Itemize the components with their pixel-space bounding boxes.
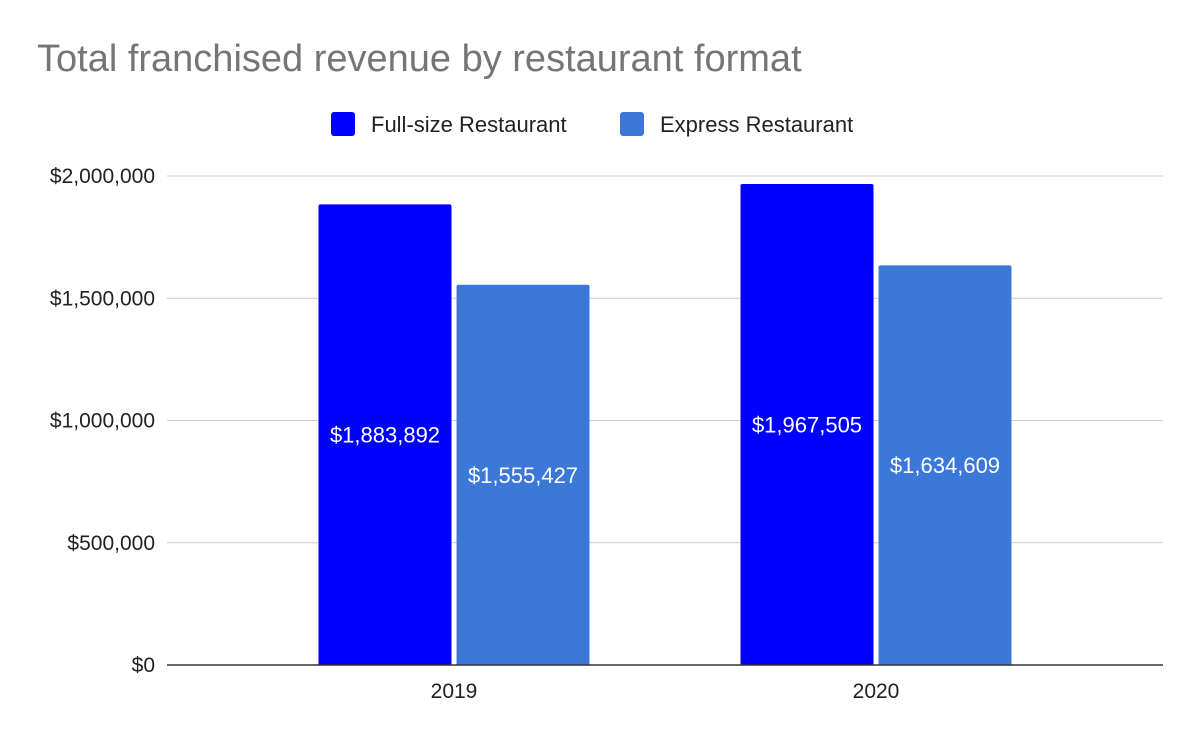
x-tick-label: 2020 <box>853 680 900 703</box>
x-tick-label: 2019 <box>431 680 478 703</box>
gridlines <box>167 175 1163 544</box>
data-label: $1,967,505 <box>752 412 862 437</box>
data-label: $1,883,892 <box>330 423 440 448</box>
x-axis-ticks: 2019 2020 <box>431 680 900 703</box>
bar-express-restaurant-2020 <box>878 265 1012 665</box>
bar-full-size-restaurant-2019 <box>318 204 452 665</box>
chart-title: Total franchised revenue by restaurant f… <box>37 38 802 80</box>
legend-swatch <box>620 112 644 136</box>
y-tick-label: $2,000,000 <box>50 165 155 188</box>
y-tick-label: $1,500,000 <box>50 287 155 310</box>
legend-label: Full-size Restaurant <box>371 112 567 137</box>
legend-label: Express Restaurant <box>660 112 853 137</box>
bar-express-restaurant-2019 <box>456 284 590 665</box>
legend-swatch <box>331 112 355 136</box>
bar-full-size-restaurant-2020 <box>740 183 874 666</box>
y-axis-ticks: $0 $500,000 $1,000,000 $1,500,000 $2,000,000 <box>50 165 155 677</box>
legend: Full-size Restaurant Express Restaurant <box>331 112 853 137</box>
bars: $1,883,892 $1,555,427 $1,967,505 $1,634,609 <box>318 183 1012 666</box>
data-label: $1,555,427 <box>468 463 578 488</box>
y-tick-label: $500,000 <box>67 532 155 555</box>
data-label: $1,634,609 <box>890 453 1000 478</box>
y-tick-label: $0 <box>132 654 155 677</box>
y-tick-label: $1,000,000 <box>50 410 155 433</box>
